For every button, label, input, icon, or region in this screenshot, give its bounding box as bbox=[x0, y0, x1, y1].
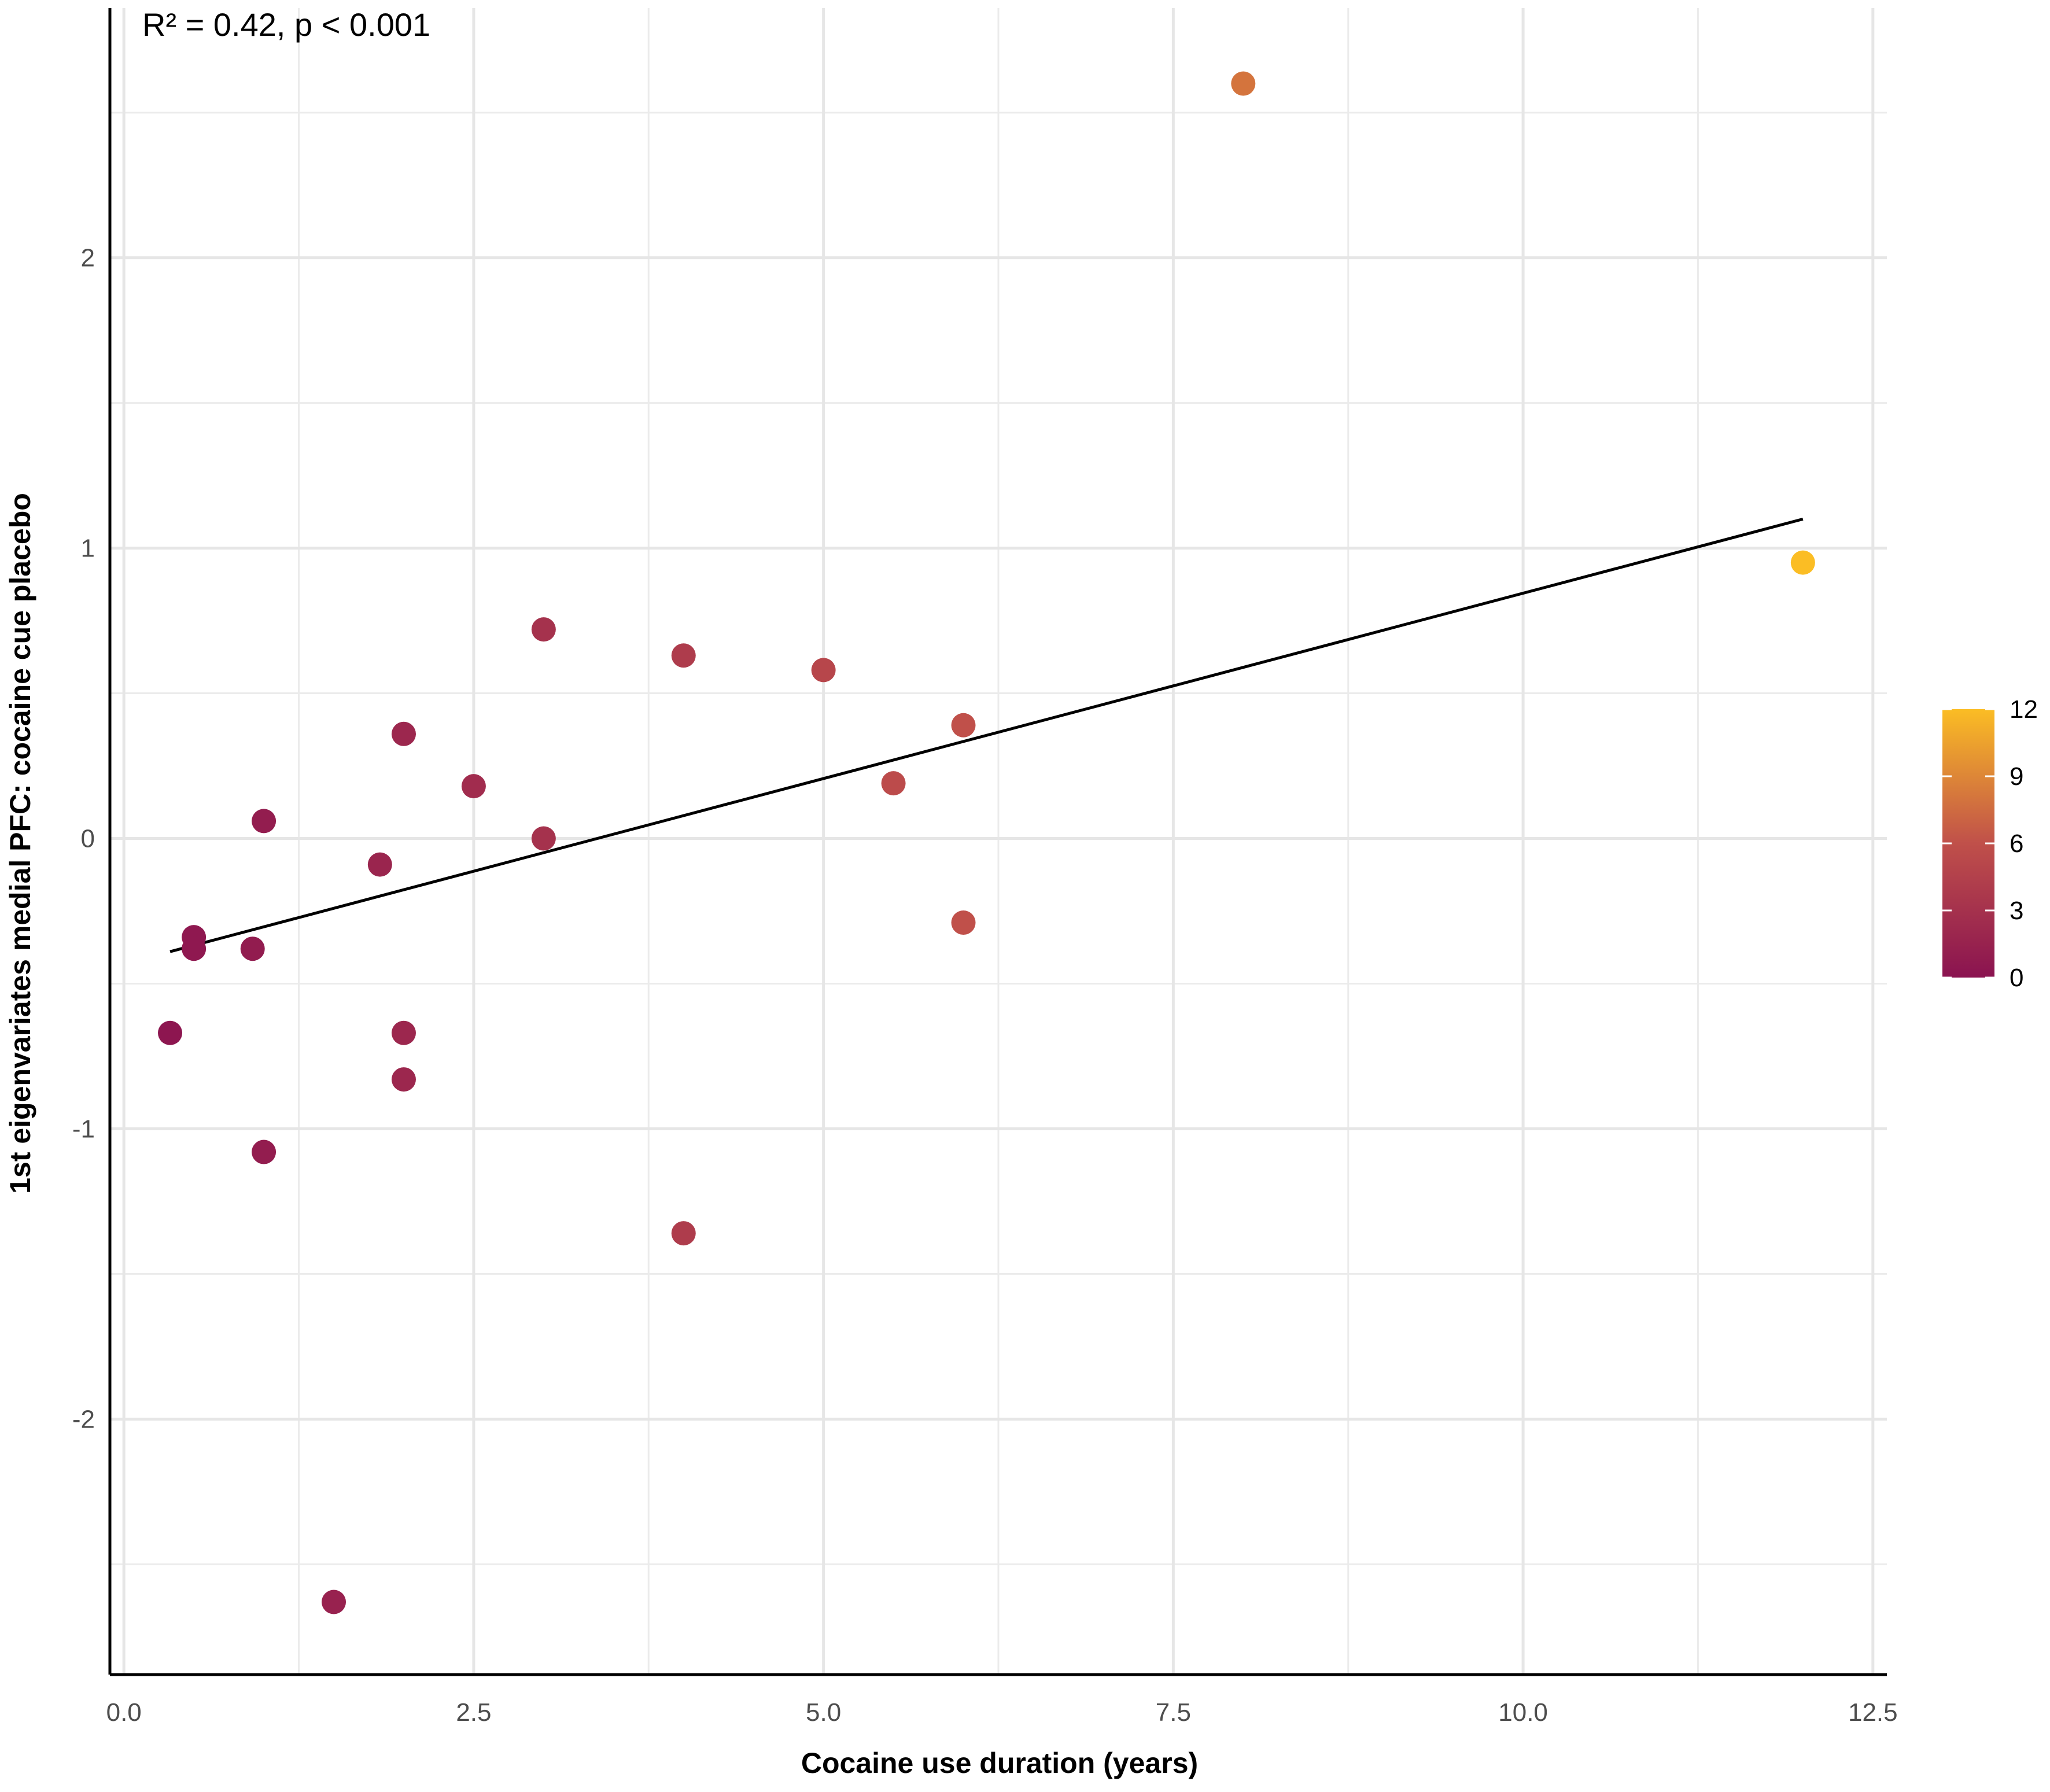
data-point bbox=[322, 1590, 346, 1614]
data-point bbox=[391, 1067, 416, 1092]
y-tick-label: -2 bbox=[72, 1405, 95, 1433]
data-point bbox=[671, 643, 696, 668]
data-point bbox=[391, 1020, 416, 1045]
y-tick-label: 2 bbox=[81, 244, 95, 272]
colorbar-tick-label: 0 bbox=[2010, 964, 2023, 992]
data-point bbox=[252, 809, 276, 834]
data-point bbox=[881, 771, 906, 796]
x-tick-label: 2.5 bbox=[456, 1698, 491, 1727]
colorbar-tick-label: 6 bbox=[2010, 829, 2023, 858]
data-point bbox=[811, 658, 836, 683]
colorbar-tick-label: 9 bbox=[2010, 762, 2023, 791]
data-point bbox=[1231, 71, 1256, 96]
axes bbox=[108, 8, 1887, 1676]
data-point bbox=[531, 617, 556, 642]
tick-labels: 0.0 2.5 5.0 7.5 10.0 12.5 -2 -1 0 1 2 bbox=[72, 244, 1898, 1727]
y-axis-title: 1st eigenvariates medial PFC: cocaine cu… bbox=[4, 493, 36, 1194]
data-point bbox=[671, 1221, 696, 1246]
data-point bbox=[391, 721, 416, 746]
x-tick-label: 0.0 bbox=[106, 1698, 142, 1727]
y-tick-label: 1 bbox=[81, 534, 95, 563]
x-tick-label: 12.5 bbox=[1848, 1698, 1898, 1727]
data-point bbox=[252, 1140, 276, 1164]
colorbar-tick-label: 12 bbox=[2010, 695, 2038, 724]
data-points bbox=[158, 71, 1815, 1614]
data-point bbox=[461, 774, 486, 799]
x-tick-label: 7.5 bbox=[1156, 1698, 1191, 1727]
data-point bbox=[182, 936, 207, 961]
x-tick-label: 10.0 bbox=[1498, 1698, 1548, 1727]
regression-line-group bbox=[169, 517, 1804, 953]
regression-line bbox=[169, 517, 1804, 953]
data-point bbox=[531, 826, 556, 851]
x-axis-title: Cocaine use duration (years) bbox=[801, 1747, 1198, 1779]
data-point bbox=[951, 910, 976, 935]
x-tick-label: 5.0 bbox=[806, 1698, 841, 1727]
color-legend: 0 3 6 9 12 bbox=[1942, 695, 2038, 992]
data-point bbox=[951, 713, 976, 738]
data-point bbox=[240, 936, 265, 961]
stats-annotation: R² = 0.42, p < 0.001 bbox=[142, 6, 430, 43]
colorbar-tick-label: 3 bbox=[2010, 897, 2023, 925]
data-point bbox=[367, 852, 392, 877]
data-point bbox=[158, 1020, 183, 1045]
data-point bbox=[1790, 550, 1815, 575]
grid-lines bbox=[110, 8, 1887, 1675]
y-tick-label: -1 bbox=[72, 1115, 95, 1143]
y-tick-label: 0 bbox=[81, 824, 95, 853]
